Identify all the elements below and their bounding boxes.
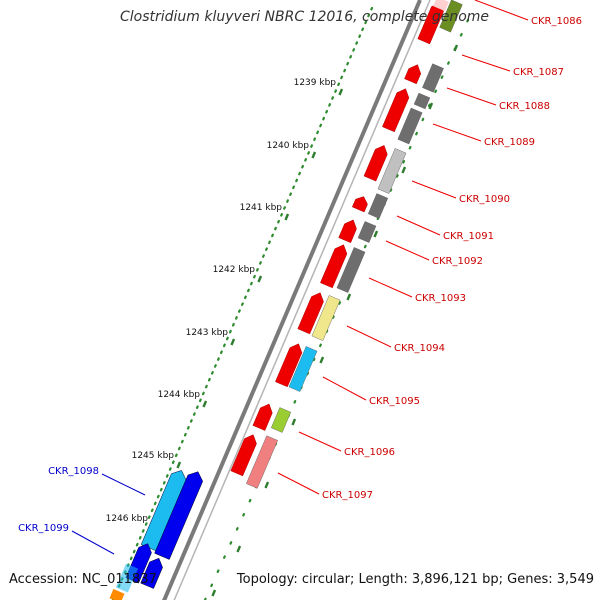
leader-line-ckr_1094	[346, 325, 392, 348]
gene-label-ckr_1096: CKR_1096	[344, 447, 395, 458]
ruler-tick-label: 1245 kbp	[132, 451, 175, 461]
leader-line-ckr_1099	[71, 530, 115, 555]
leader-line-ckr_1086	[474, 0, 529, 21]
leader-line-ckr_1089	[432, 123, 482, 142]
leader-line-ckr_1087	[461, 54, 511, 72]
gene-arrow-red	[404, 64, 422, 85]
gene-arrow-red	[297, 292, 324, 335]
accession-text: Accession: NC_011837	[9, 572, 157, 587]
gene-fragment-top	[433, 0, 449, 12]
ruler-tick	[257, 275, 263, 283]
ruler-tick-label: 1239 kbp	[294, 78, 337, 88]
ruler-tick	[202, 400, 208, 408]
gene-block-ckr_1091	[367, 193, 389, 219]
gene-label-ckr_1088: CKR_1088	[499, 101, 550, 112]
ruler-tick-label: 1240 kbp	[267, 141, 310, 151]
outer-ruler-tick	[428, 102, 434, 110]
outer-ruler-tick	[319, 356, 325, 364]
gene-arrow-red	[230, 434, 257, 477]
leader-line-ckr_1088	[446, 87, 497, 106]
gene-arrow-ckr_1098	[140, 470, 187, 552]
outer-ruler-tick	[291, 418, 297, 426]
ruler-tick	[176, 461, 182, 469]
gene-block-ckr_1087	[422, 63, 444, 93]
leader-line-ckr_1097	[277, 472, 320, 495]
gene-arrow-blue	[154, 471, 203, 560]
ruler-dot-track	[111, 6, 470, 602]
ruler-tick	[284, 213, 290, 221]
outer-ruler-tick	[236, 545, 242, 553]
outer-ruler-tick	[401, 166, 407, 174]
ruler-tick	[311, 151, 317, 159]
ruler-dots-inner	[111, 6, 374, 602]
gene-label-ckr_1099: CKR_1099	[18, 523, 69, 534]
gene-block-ckr_1090	[377, 148, 407, 194]
gene-label-ckr_1098: CKR_1098	[48, 466, 99, 477]
ruler-tick-label: 1246 kbp	[106, 514, 149, 524]
ruler-tick-label: 1242 kbp	[213, 265, 256, 275]
gene-block-ckr_1097	[246, 435, 278, 489]
outer-ruler-tick	[264, 481, 270, 489]
backbone-line-inner	[171, 0, 431, 605]
gene-arrow-red	[338, 219, 357, 244]
ruler-tick	[230, 338, 236, 346]
gene-block-orange	[109, 589, 125, 603]
ruler-tick-label: 1241 kbp	[240, 203, 283, 213]
gene-label-ckr_1087: CKR_1087	[513, 67, 564, 78]
gene-block-ckr_1095	[288, 346, 318, 392]
ruler-tick	[338, 88, 344, 96]
gene-block-ckr_1094	[311, 295, 341, 341]
ruler-ticks: 1239 kbp 1240 kbp 1241 kbp 1242 kbp 1243 kbp…	[106, 44, 459, 597]
outer-ruler-tick	[453, 44, 459, 52]
gene-arrow-red	[363, 145, 388, 182]
outer-ruler-tick	[346, 293, 352, 301]
gene-block-ckr_1092	[357, 221, 377, 243]
genome-summary-text: Topology: circular; Length: 3,896,121 bp…	[236, 572, 594, 587]
leader-line-ckr_1095	[322, 376, 367, 401]
gene-features	[109, 0, 463, 603]
ruler-dots-outer	[203, 18, 470, 602]
gene-label-ckr_1095: CKR_1095	[369, 396, 420, 407]
gene-label-ckr_1091: CKR_1091	[443, 231, 494, 242]
outer-ruler-tick	[211, 589, 217, 597]
gene-block-ckr_1086	[439, 0, 463, 33]
gene-arrow-red	[320, 244, 348, 289]
gene-block-ckr_1089	[397, 107, 423, 145]
gene-labels: CKR_1086 CKR_1087 CKR_1088 CKR_1089 CKR_1090…	[18, 16, 582, 534]
leader-line-ckr_1091	[396, 215, 441, 236]
ruler-tick-label: 1244 kbp	[158, 390, 201, 400]
gene-block-ckr_1096	[270, 407, 292, 433]
leader-line-ckr_1096	[298, 431, 342, 452]
gene-label-ckr_1090: CKR_1090	[459, 194, 510, 205]
gene-block-ckr_1093	[336, 247, 366, 293]
gene-label-ckr_1086: CKR_1086	[531, 16, 582, 27]
gene-label-ckr_1093: CKR_1093	[415, 293, 466, 304]
gene-arrow-red	[275, 343, 303, 388]
leader-line-ckr_1098	[101, 473, 146, 496]
label-leader-lines	[71, 0, 529, 555]
gene-arrow-red	[252, 403, 273, 431]
gene-label-ckr_1094: CKR_1094	[394, 343, 445, 354]
backbone-line-outer	[159, 0, 422, 605]
outer-ruler-tick	[373, 230, 379, 238]
gene-label-ckr_1097: CKR_1097	[322, 490, 373, 501]
ruler-tick-label: 1243 kbp	[186, 328, 229, 338]
gene-arrow-red	[382, 88, 410, 133]
gene-block-cyan-fragment	[115, 563, 139, 593]
gene-arrow-red	[351, 196, 368, 213]
leader-line-ckr_1093	[368, 277, 413, 298]
leader-line-ckr_1090	[411, 180, 457, 199]
gene-block-ckr_1088	[413, 92, 431, 110]
gene-label-ckr_1092: CKR_1092	[432, 256, 483, 267]
genome-title: Clostridium kluyveri NBRC 12016, complet…	[120, 9, 490, 25]
gene-label-ckr_1089: CKR_1089	[484, 137, 535, 148]
gene-arrow-blue	[140, 557, 163, 589]
leader-line-ckr_1092	[385, 240, 430, 261]
genome-backbone	[159, 0, 431, 605]
